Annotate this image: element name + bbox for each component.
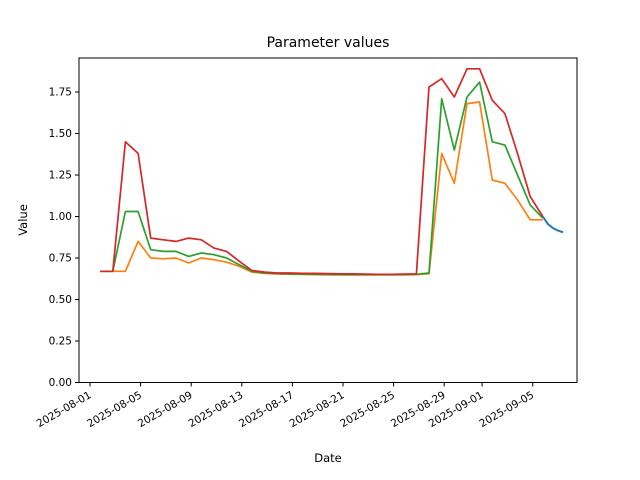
series-red-line (100, 67, 544, 276)
chart-title: Parameter values (267, 35, 390, 51)
series-green-line (100, 81, 544, 276)
y-tick-label: 0.00 (49, 377, 72, 389)
x-tick-label: 2025-08-25 (338, 389, 397, 430)
y-tick-label: 0.75 (49, 253, 72, 265)
x-tick-label: 2025-08-21 (288, 389, 347, 430)
y-tick-label: 0.50 (49, 294, 72, 306)
y-tick-label: 1.75 (49, 87, 72, 99)
x-tick-label: 2025-08-05 (85, 389, 144, 430)
x-tick-label: 2025-08-09 (136, 389, 195, 430)
y-axis-label: Value (16, 204, 30, 236)
y-tick-label: 1.25 (49, 170, 72, 182)
series-orange-line (100, 101, 543, 276)
x-axis-label: Date (314, 451, 342, 465)
axes-spines (78, 57, 578, 383)
y-tick-label: 0.25 (49, 336, 72, 348)
x-tick-label: 2025-08-17 (237, 389, 296, 430)
plot-area: 0.00 0.25 0.50 0.75 1.00 1.25 1.50 1.75 2025-08-… (35, 57, 578, 430)
y-tick-label: 1.00 (49, 211, 72, 223)
series-blue-tail-line (541, 215, 564, 234)
x-tick-label: 2025-08-13 (186, 389, 245, 430)
y-tick-label: 1.50 (49, 128, 72, 140)
x-tick-label: 2025-09-05 (477, 389, 536, 430)
x-tick-label: 2025-08-01 (35, 389, 94, 430)
